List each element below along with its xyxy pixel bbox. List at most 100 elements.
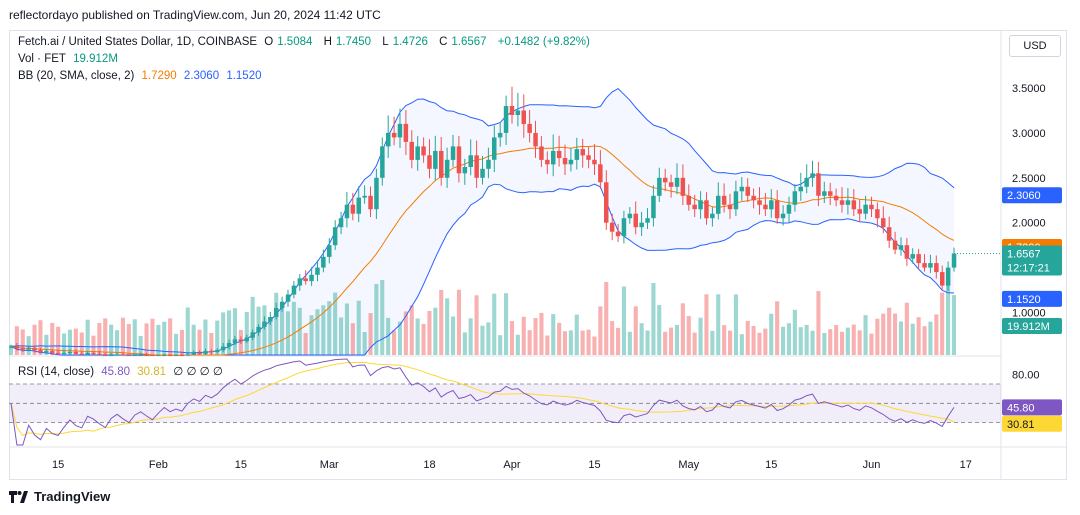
candle-body xyxy=(780,213,786,219)
volume-bar xyxy=(179,330,184,355)
candle-body xyxy=(338,218,344,228)
volume-bar xyxy=(91,335,96,355)
candle-body xyxy=(421,146,426,156)
volume-bar xyxy=(580,330,585,355)
last-price-tag-bg xyxy=(1002,245,1062,276)
volume-bar xyxy=(174,333,179,355)
candle-body xyxy=(692,204,697,210)
volume-bar xyxy=(627,331,632,355)
candle-body xyxy=(91,352,96,354)
close-label: C xyxy=(439,36,448,48)
candle-body xyxy=(120,354,126,356)
volume-bar xyxy=(574,314,579,355)
low-label: L xyxy=(382,36,389,48)
candle-body xyxy=(857,209,862,214)
candle-body xyxy=(109,355,114,356)
volume-bar xyxy=(769,313,774,355)
volume-bar xyxy=(728,330,733,355)
candle-body xyxy=(934,263,939,273)
candle-body xyxy=(303,278,308,282)
volume-bar xyxy=(397,321,402,355)
volume-bar xyxy=(810,330,815,355)
candle-body xyxy=(26,348,31,350)
volume-bar xyxy=(910,323,915,355)
volume-bar xyxy=(781,326,786,355)
candle-body xyxy=(215,350,220,352)
candle-body xyxy=(415,146,420,160)
volume-bar xyxy=(138,336,143,355)
candle-body xyxy=(598,164,603,183)
volume-bar xyxy=(533,318,538,355)
candle-body xyxy=(262,321,267,327)
price-chart[interactable]: 3.5000 3.0000 2.5000 2.0000 1.0000 2.3060 1.72… xyxy=(9,30,1067,480)
candle-body xyxy=(774,200,780,219)
volume-bar xyxy=(834,325,839,355)
volume-value: 19.912M xyxy=(73,53,118,65)
volume-bar xyxy=(9,345,13,355)
volume-bar xyxy=(739,334,744,355)
currency-button[interactable]: USD xyxy=(1009,35,1061,57)
countdown-tag: 12:17:21 xyxy=(1007,263,1050,275)
volume-bar xyxy=(786,323,791,355)
volume-bar xyxy=(893,313,898,355)
candle-body xyxy=(356,197,361,214)
candle-body xyxy=(945,267,951,286)
candle-body xyxy=(191,352,196,355)
candle-body xyxy=(627,213,633,219)
tradingview-footer[interactable]: TradingView xyxy=(9,489,110,504)
candle-body xyxy=(468,155,473,167)
time-tick-label: May xyxy=(678,459,699,471)
volume-bar xyxy=(881,313,886,355)
volume-bar xyxy=(144,323,149,355)
volume-bar xyxy=(439,289,444,355)
candle-body xyxy=(403,123,409,142)
volume-bar xyxy=(468,318,473,355)
candle-body xyxy=(551,150,556,165)
rsi-legend[interactable]: RSI (14, close) 45.80 30.81 ∅ ∅ ∅ ∅ xyxy=(18,364,227,378)
candle-body xyxy=(503,106,509,133)
bb-band-fill xyxy=(11,88,954,355)
volume-bar xyxy=(775,301,780,355)
candle-body xyxy=(427,155,432,169)
volume-bar xyxy=(586,329,591,355)
candle-body xyxy=(951,253,957,268)
volume-bar xyxy=(350,323,355,355)
volume-bar xyxy=(197,329,202,355)
time-tick-label: 18 xyxy=(423,459,435,471)
rsi-ma-line xyxy=(10,362,955,437)
volume-bar xyxy=(592,336,597,355)
candle-body xyxy=(279,301,285,308)
change-value: +0.1482 (+9.82%) xyxy=(497,36,590,48)
candle-body xyxy=(727,204,733,210)
rsi-tick-label: 80.00 xyxy=(1012,369,1040,381)
candle-body xyxy=(162,355,167,356)
volume-bar xyxy=(498,335,503,355)
volume-bar xyxy=(692,332,697,355)
publisher-line: reflectordayo published on TradingView.c… xyxy=(9,8,381,22)
volume-bar xyxy=(50,322,55,355)
candle-body xyxy=(869,204,874,210)
candle-body xyxy=(55,352,61,354)
volume-bar xyxy=(904,302,909,355)
candle-body xyxy=(456,146,462,174)
bb-legend[interactable]: BB (20, SMA, close, 2) 1.7290 2.3060 1.1… xyxy=(18,70,266,82)
volume-legend[interactable]: Vol · FET 19.912M xyxy=(18,53,122,65)
volume-bar xyxy=(291,301,296,355)
candle-body xyxy=(480,168,485,178)
candle-body xyxy=(886,227,892,241)
volume-bar xyxy=(44,334,49,355)
volume-bar xyxy=(415,318,420,355)
time-tick-label: 17 xyxy=(960,459,972,471)
volume-bar xyxy=(863,315,868,355)
candle-body xyxy=(680,177,686,196)
candle-body xyxy=(409,141,414,160)
candle-body xyxy=(185,354,191,356)
price-tick-label: 2.0000 xyxy=(1012,218,1046,230)
candle-body xyxy=(380,146,385,178)
candle-body xyxy=(32,348,37,351)
candle-body xyxy=(928,263,933,268)
volume-bar xyxy=(722,325,727,355)
symbol-legend[interactable]: Fetch.ai / United States Dollar, 1D, COI… xyxy=(18,36,594,48)
volume-bar xyxy=(504,293,509,355)
volume-bar xyxy=(509,321,514,355)
